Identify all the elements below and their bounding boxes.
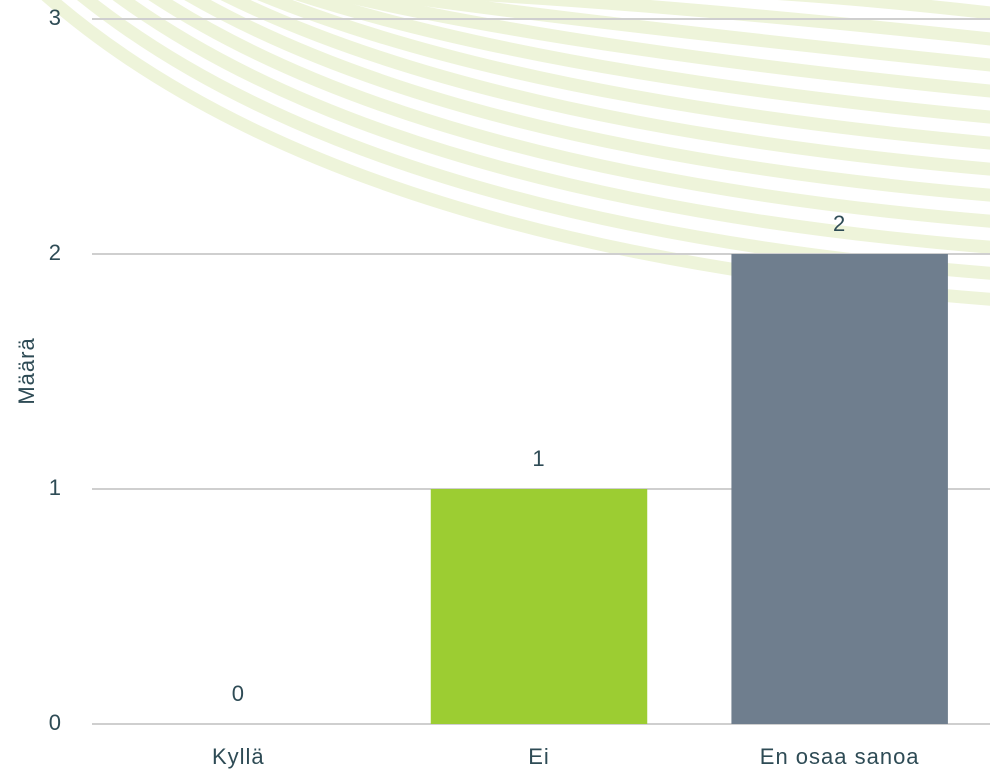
background-decoration <box>41 0 990 306</box>
data-label: 1 <box>532 446 545 471</box>
data-label: 2 <box>833 211 846 236</box>
y-tick-label: 3 <box>49 5 62 30</box>
x-tick-label: En osaa sanoa <box>760 744 920 769</box>
bar <box>430 489 648 724</box>
x-tick-label: Ei <box>528 744 550 769</box>
y-tick-label: 2 <box>49 240 62 265</box>
bar <box>731 254 948 724</box>
y-tick-label: 0 <box>49 710 62 735</box>
y-tick-label: 1 <box>49 475 62 500</box>
x-tick-label: Kyllä <box>212 744 265 769</box>
y-axis-title: Määrä <box>14 337 39 404</box>
data-label: 0 <box>232 681 245 706</box>
